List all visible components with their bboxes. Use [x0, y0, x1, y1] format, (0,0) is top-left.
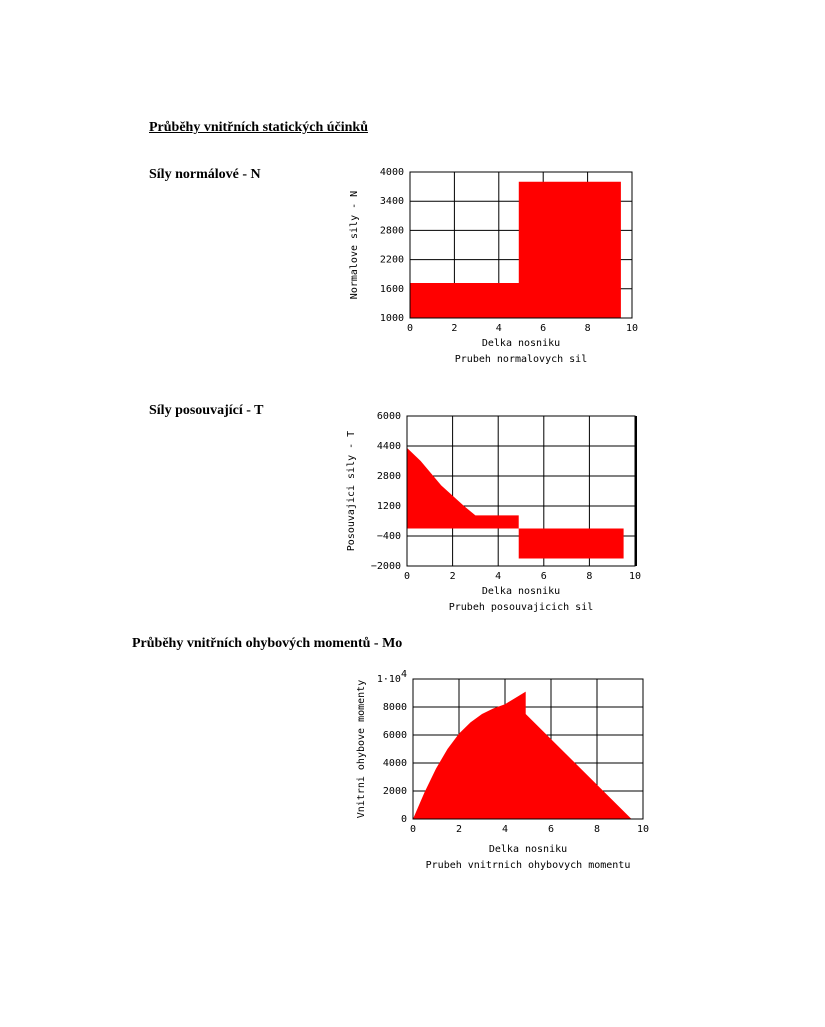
x-tick-label: 6 — [540, 323, 546, 334]
y-tick-label: 2000 — [383, 786, 407, 797]
chart-caption: Prubeh posouvajicich sil — [449, 602, 594, 613]
normal-forces-heading: Síly normálové - N — [149, 167, 261, 182]
y-axis-label: Vnitrni ohybove momenty — [356, 680, 367, 818]
chart-caption: Prubeh normalovych sil — [455, 354, 587, 365]
x-tick-label: 4 — [496, 323, 502, 334]
chart-2: 0 2 4 6 8 10 −2000 −400 1200 2800 4400 6000 Delka no… — [346, 411, 641, 613]
y-tick-label: 2800 — [377, 471, 401, 482]
x-tick-label: 2 — [451, 323, 457, 334]
y-tick-label: 8000 — [383, 702, 407, 713]
chart-2-area — [407, 447, 624, 559]
x-tick-label: 4 — [502, 824, 508, 835]
plot-frame — [409, 171, 633, 319]
y-tick-label: 2800 — [380, 225, 404, 236]
x-tick-label: 6 — [548, 824, 554, 835]
y-tick-label: 4400 — [377, 441, 401, 452]
y-tick-label: 1600 — [380, 284, 404, 295]
y-tick-label: −2000 — [371, 561, 401, 572]
y-tick-label: 4000 — [380, 167, 404, 178]
x-tick-label: 2 — [450, 571, 456, 582]
y-tick-label: 6000 — [383, 730, 407, 741]
x-axis-label: Delka nosniku — [482, 586, 560, 597]
chart-3-area — [413, 691, 632, 819]
chart-3: 0 2 4 6 8 10 0 2000 4000 6000 8000 1·104 Delka nosni… — [356, 669, 649, 871]
chart-caption: Prubeh vnitrnich ohybovych momentu — [426, 860, 631, 871]
x-tick-label: 0 — [404, 571, 410, 582]
x-axis-label: Delka nosniku — [489, 844, 567, 855]
x-tick-label: 6 — [541, 571, 547, 582]
main-heading: Průběhy vnitřních statických účinků — [149, 120, 368, 135]
y-axis-label: Normalove sily - N — [349, 191, 360, 299]
x-tick-label: 10 — [626, 323, 638, 334]
x-tick-label: 0 — [410, 824, 416, 835]
y-tick-label: 1000 — [380, 313, 404, 324]
x-tick-label: 8 — [594, 824, 600, 835]
chart-1: 0 2 4 6 8 10 1000 1600 2200 2800 3400 4000 Delka nos… — [349, 167, 638, 365]
bending-moments-heading: Průběhy vnitřních ohybových momentů - Mo — [132, 636, 403, 651]
y-tick-label: 3400 — [380, 196, 404, 207]
x-axis-label: Delka nosniku — [482, 338, 560, 349]
y-tick-label: 2200 — [380, 255, 404, 266]
y-tick-label: 1200 — [377, 501, 401, 512]
y-tick-label: 6000 — [377, 411, 401, 422]
x-tick-label: 8 — [586, 571, 592, 582]
plot-frame — [412, 678, 644, 820]
y-tick-label: 0 — [401, 814, 407, 825]
shear-forces-heading: Síly posouvající - T — [149, 403, 264, 418]
x-tick-label: 8 — [585, 323, 591, 334]
x-tick-label: 10 — [629, 571, 641, 582]
y-tick-label: 1·104 — [377, 669, 407, 685]
y-tick-label: 4000 — [383, 758, 407, 769]
y-tick-label: −400 — [377, 531, 401, 542]
x-tick-label: 4 — [495, 571, 501, 582]
chart-1-area — [410, 181, 621, 318]
x-tick-label: 0 — [407, 323, 413, 334]
x-tick-label: 2 — [456, 824, 462, 835]
y-tick-exponent: 4 — [401, 669, 407, 680]
x-tick-label: 10 — [637, 824, 649, 835]
y-axis-label: Posouvajici sily - T — [346, 431, 357, 551]
